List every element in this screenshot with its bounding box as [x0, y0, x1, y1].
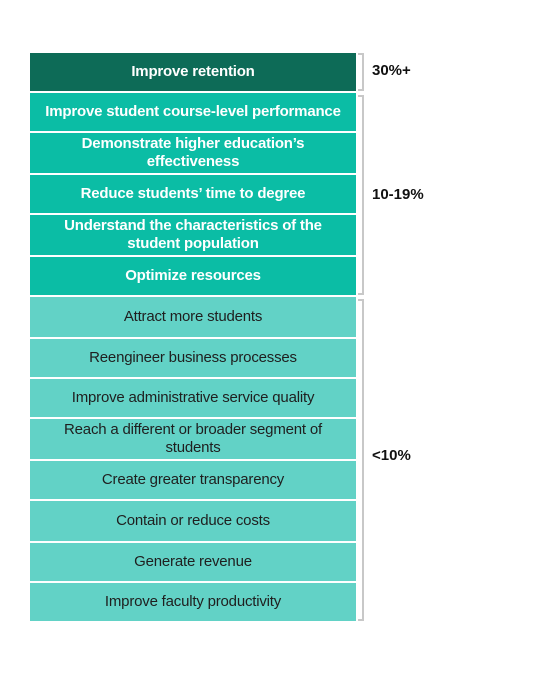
- tier-label-10-19: 10-19%: [372, 186, 424, 203]
- goal-understand-student-population: Understand the characteristics of the st…: [30, 215, 356, 255]
- goal-generate-revenue: Generate revenue: [30, 543, 356, 581]
- goal-reengineer-processes: Reengineer business processes: [30, 339, 356, 377]
- goal-demonstrate-effectiveness: Demonstrate higher education’s effective…: [30, 133, 356, 173]
- goal-reduce-time-to-degree: Reduce students’ time to degree: [30, 175, 356, 213]
- bracket-tier-30plus: [358, 53, 364, 91]
- goal-contain-costs: Contain or reduce costs: [30, 501, 356, 541]
- tier-label-under10: <10%: [372, 447, 411, 464]
- bracket-tier-10-19: [358, 95, 364, 295]
- tier-label-30plus: 30%+: [372, 62, 411, 79]
- goal-optimize-resources: Optimize resources: [30, 257, 356, 295]
- goal-improve-faculty-productivity: Improve faculty productivity: [30, 583, 356, 621]
- goal-create-transparency: Create greater transparency: [30, 461, 356, 499]
- goal-reach-broader-segment: Reach a different or broader segment of …: [30, 419, 356, 459]
- goal-improve-course-performance: Improve student course-level performance: [30, 93, 356, 131]
- goal-attract-students: Attract more students: [30, 297, 356, 337]
- goal-improve-admin-quality: Improve administrative service quality: [30, 379, 356, 417]
- goal-improve-retention: Improve retention: [30, 53, 356, 91]
- bracket-tier-under10: [358, 299, 364, 621]
